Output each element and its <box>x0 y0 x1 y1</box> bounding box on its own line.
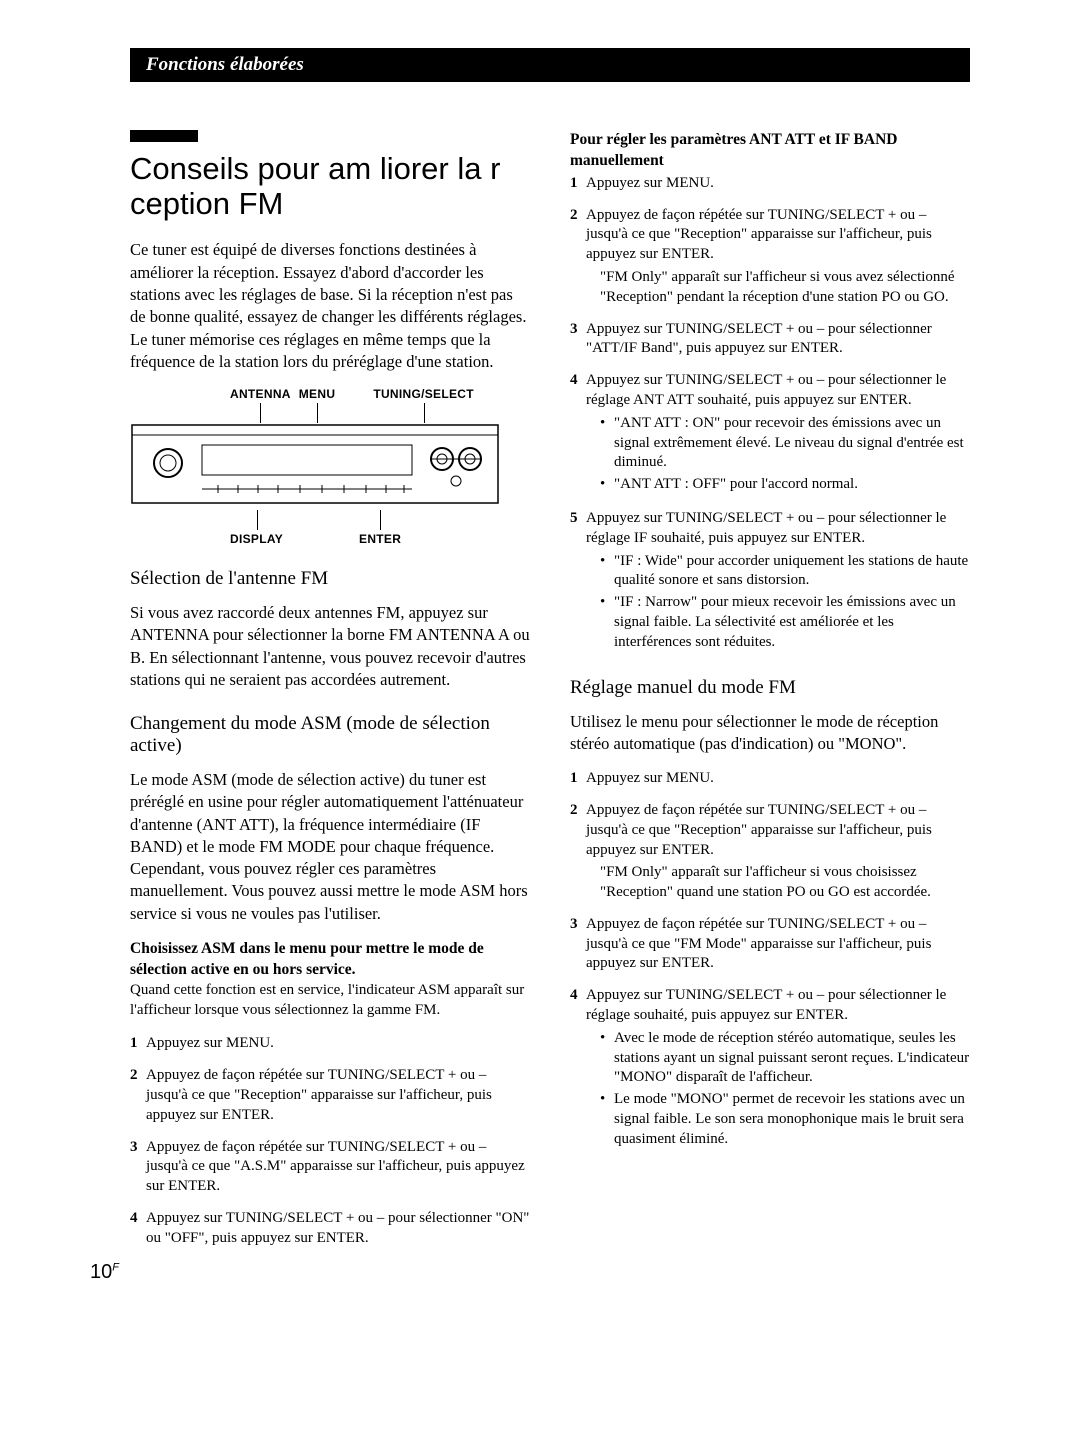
title-rule <box>130 130 198 142</box>
right-column: Pour régler les paramètres ANT ATT et IF… <box>570 130 970 1284</box>
list-item: 3Appuyez de façon répétée sur TUNING/SEL… <box>130 1138 530 1197</box>
sub-bullets: "ANT ATT : ON" pour recevoir des émissio… <box>586 414 970 495</box>
tuner-diagram: ANTENNA MENU TUNING/SELECT <box>130 387 530 546</box>
list-item: 1Appuyez sur MENU. <box>130 1034 530 1054</box>
inset-note: "FM Only" apparaît sur l'afficheur si vo… <box>586 268 970 308</box>
heading-asm: Changement du mode ASM (mode de sélectio… <box>130 713 530 757</box>
sub-bullets: "IF : Wide" pour accorder uniquement les… <box>586 552 970 653</box>
inset-note: "FM Only" apparaît sur l'afficheur si vo… <box>586 863 970 903</box>
diagram-label-display: DISPLAY <box>230 532 283 546</box>
antenna-text: Si vous avez raccordé deux antennes FM, … <box>130 602 530 691</box>
sub-bullets: Avec le mode de réception stéréo automat… <box>586 1029 970 1150</box>
diagram-label-enter: ENTER <box>359 532 401 546</box>
list-item: 4 Appuyez sur TUNING/SELECT + ou – pour … <box>570 371 970 497</box>
fm-steps: 1Appuyez sur MENU. 2 Appuyez de façon ré… <box>570 769 970 1152</box>
asm-text: Le mode ASM (mode de sélection active) d… <box>130 769 530 925</box>
list-item: 1Appuyez sur MENU. <box>570 174 970 194</box>
list-item: 3Appuyez sur TUNING/SELECT + ou – pour s… <box>570 320 970 360</box>
diagram-label-menu: MENU <box>299 387 336 401</box>
att-steps: 1Appuyez sur MENU. 2 Appuyez de façon ré… <box>570 174 970 655</box>
list-item: 5 Appuyez sur TUNING/SELECT + ou – pour … <box>570 509 970 655</box>
list-item: 2 Appuyez de façon répétée sur TUNING/SE… <box>570 801 970 903</box>
page-number: 10F <box>90 1261 530 1284</box>
left-column: Conseils pour am liorer la r ception FM … <box>130 130 530 1284</box>
page-title: Conseils pour am liorer la r ception FM <box>130 152 530 221</box>
list-item: 2Appuyez de façon répétée sur TUNING/SEL… <box>130 1066 530 1125</box>
tuner-svg <box>130 423 500 505</box>
asm-steps: 1Appuyez sur MENU. 2Appuyez de façon rép… <box>130 1034 530 1248</box>
list-item: 4Appuyez sur TUNING/SELECT + ou – pour s… <box>130 1209 530 1249</box>
heading-fm-mode: Réglage manuel du mode FM <box>570 677 970 699</box>
fm-mode-text: Utilisez le menu pour sélectionner le mo… <box>570 711 970 756</box>
list-item: 4 Appuyez sur TUNING/SELECT + ou – pour … <box>570 986 970 1151</box>
list-item: 2 Appuyez de façon répétée sur TUNING/SE… <box>570 206 970 308</box>
section-header: Fonctions élaborées <box>130 48 970 82</box>
list-item: 3Appuyez de façon répétée sur TUNING/SEL… <box>570 915 970 974</box>
asm-bold: Choisissez ASM dans le menu pour mettre … <box>130 939 530 981</box>
asm-after: Quand cette fonction est en service, l'i… <box>130 981 530 1021</box>
list-item: 1Appuyez sur MENU. <box>570 769 970 789</box>
diagram-label-antenna: ANTENNA <box>230 387 291 401</box>
att-ifband-heading: Pour régler les paramètres ANT ATT et IF… <box>570 130 970 172</box>
diagram-label-tuning: TUNING/SELECT <box>373 387 474 401</box>
intro-text: Ce tuner est équipé de diverses fonction… <box>130 239 530 373</box>
heading-antenna: Sélection de l'antenne FM <box>130 568 530 590</box>
